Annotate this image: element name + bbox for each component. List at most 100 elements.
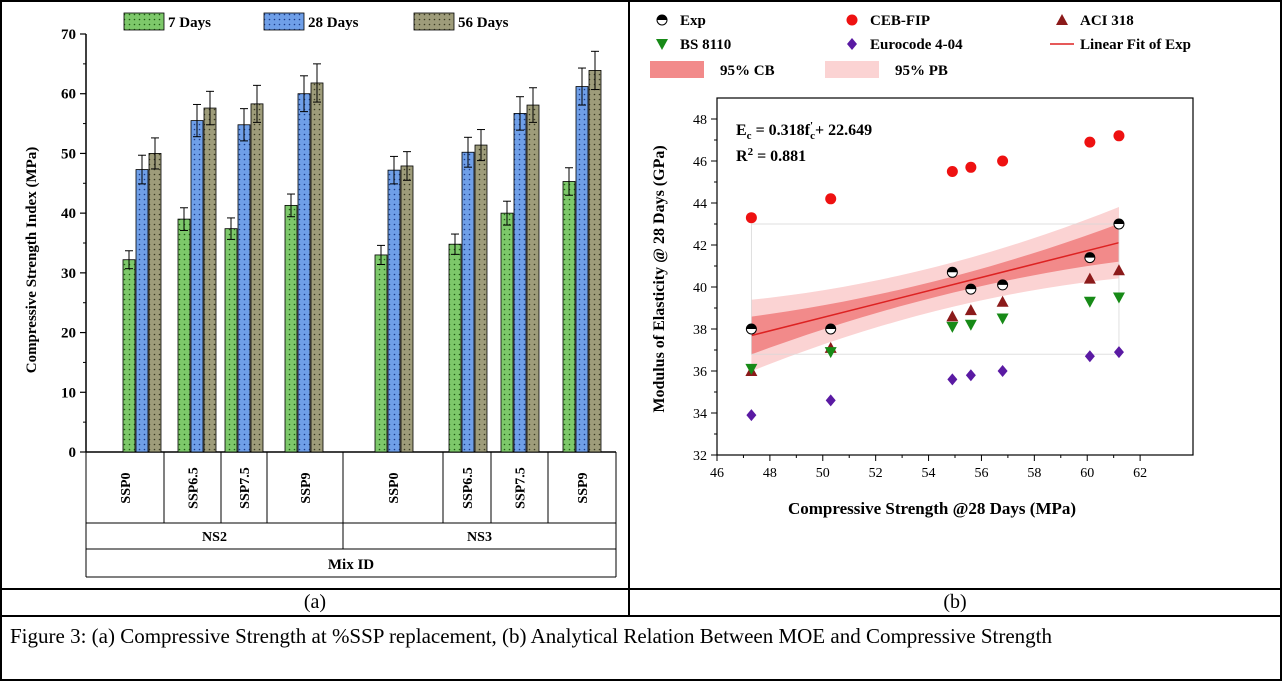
legend-marker-5 bbox=[847, 38, 857, 50]
point-4-4 bbox=[964, 319, 977, 331]
legend-label-3: ACI 318 bbox=[1080, 13, 1134, 29]
a-category-label: SSP9 bbox=[576, 472, 591, 503]
point-5-4 bbox=[965, 369, 976, 382]
b-x-tick-label: 46 bbox=[710, 466, 724, 481]
b-x-tick-label: 56 bbox=[974, 466, 988, 481]
b-x-tick-label: 54 bbox=[922, 466, 936, 481]
b-x-axis-label: Compressive Strength @28 Days (MPa) bbox=[788, 499, 1076, 518]
bar-1-5 bbox=[374, 254, 388, 453]
bar-3-1 bbox=[148, 153, 162, 453]
bar-2-4 bbox=[297, 93, 311, 453]
legend-label-2: 28 Days bbox=[308, 15, 359, 31]
point-2-3 bbox=[946, 166, 958, 177]
point-2-5 bbox=[997, 155, 1009, 167]
a-category-label: SSP6.5 bbox=[187, 467, 202, 509]
bar-2-8 bbox=[575, 86, 589, 453]
b-y-tick-label: 42 bbox=[693, 239, 707, 254]
bar-3-2 bbox=[203, 107, 217, 453]
a-group-label: NS2 bbox=[202, 530, 227, 545]
b-y-tick-label: 34 bbox=[693, 407, 707, 422]
bar-1-6 bbox=[448, 243, 462, 453]
a-x-axis-label: Mix ID bbox=[328, 557, 374, 573]
point-1-3-half bbox=[947, 267, 958, 273]
point-2-6 bbox=[1084, 136, 1096, 148]
b-x-tick-label: 50 bbox=[816, 466, 830, 481]
bar-2-5 bbox=[387, 169, 401, 453]
data-range-box bbox=[750, 223, 1120, 355]
point-1-5-half bbox=[997, 279, 1008, 285]
b-x-tick-label: 60 bbox=[1080, 466, 1094, 481]
a-category-label: SSP0 bbox=[387, 472, 402, 503]
bar-1-1 bbox=[122, 259, 136, 453]
point-1-6-half bbox=[1084, 252, 1095, 258]
a-y-tick-label: 20 bbox=[61, 326, 76, 342]
legend-label-3: 56 Days bbox=[458, 15, 509, 31]
legend-label-2: CEB-FIP bbox=[870, 13, 930, 29]
b-y-tick-label: 44 bbox=[693, 197, 707, 212]
a-y-tick-label: 50 bbox=[61, 146, 76, 162]
bar-2-3 bbox=[237, 124, 251, 453]
a-category-label: SSP7.5 bbox=[514, 467, 529, 509]
a-y-tick-label: 30 bbox=[61, 266, 76, 282]
a-y-axis-label: Compressive Strength Index (MPa) bbox=[24, 147, 40, 374]
legend-label-4: BS 8110 bbox=[680, 37, 731, 53]
a-y-tick-label: 40 bbox=[61, 206, 76, 222]
point-2-2 bbox=[825, 193, 837, 205]
bar-2-2 bbox=[190, 120, 204, 453]
fit-equation: Ec = 0.318f' c+ 22.649 bbox=[736, 120, 872, 142]
a-category-label: SSP0 bbox=[119, 472, 134, 503]
b-x-tick-label: 48 bbox=[763, 466, 777, 481]
point-4-2 bbox=[824, 347, 837, 359]
point-3-3 bbox=[946, 310, 959, 322]
legend-marker-2 bbox=[846, 14, 858, 26]
b-x-tick-label: 62 bbox=[1133, 466, 1147, 481]
point-3-7 bbox=[1112, 264, 1125, 276]
point-5-3 bbox=[947, 373, 958, 386]
legend-swatch-3 bbox=[413, 12, 455, 31]
point-3-6 bbox=[1083, 272, 1096, 284]
b-x-tick-label: 52 bbox=[869, 466, 883, 481]
point-1-4-half bbox=[965, 284, 976, 290]
point-4-1 bbox=[745, 363, 758, 375]
bar-3-6 bbox=[474, 144, 488, 453]
a-y-tick-label: 70 bbox=[61, 27, 76, 43]
b-x-tick-label: 58 bbox=[1027, 466, 1041, 481]
point-1-1-half bbox=[746, 324, 757, 329]
fit-r-squared: R2 = 0.881 bbox=[736, 146, 806, 165]
bar-1-3 bbox=[224, 228, 238, 453]
legend-swatch-1 bbox=[123, 12, 165, 31]
legend-label-1: Exp bbox=[680, 13, 706, 29]
point-2-1 bbox=[745, 212, 757, 224]
moe-scatter-chart: Exp CEB-FIP ACI 318 BS 8110 Eurocode 4-04 Lin… bbox=[650, 13, 1194, 518]
legend-label-5: Eurocode 4-04 bbox=[870, 37, 963, 53]
bar-3-4 bbox=[310, 82, 324, 453]
b-y-axis-label: Modulus of Elasticity @ 28 Days (GPa) bbox=[651, 145, 668, 412]
a-category-label: SSP9 bbox=[299, 472, 314, 503]
bar-3-7 bbox=[526, 104, 540, 453]
a-group-label: NS3 bbox=[467, 530, 492, 545]
b-y-tick-label: 40 bbox=[693, 281, 707, 296]
point-5-5 bbox=[997, 365, 1008, 377]
b-y-tick-label: 32 bbox=[693, 449, 707, 464]
b-y-tick-label: 46 bbox=[693, 155, 707, 170]
a-y-tick-label: 10 bbox=[61, 385, 76, 401]
legend-marker-3 bbox=[1056, 14, 1068, 25]
a-category-label: SSP7.5 bbox=[238, 467, 253, 509]
legend-marker-1-half bbox=[657, 15, 667, 20]
figure-caption: Figure 3: (a) Compressive Strength at %S… bbox=[10, 624, 1053, 648]
point-5-7 bbox=[1113, 346, 1124, 359]
point-4-3 bbox=[946, 321, 959, 333]
bar-1-8 bbox=[562, 181, 576, 453]
point-4-5 bbox=[996, 313, 1009, 325]
legend-label-1: 7 Days bbox=[168, 15, 211, 31]
a-category-label: SSP6.5 bbox=[461, 467, 476, 509]
legend-label-fit: Linear Fit of Exp bbox=[1080, 37, 1191, 53]
bar-1-2 bbox=[177, 218, 191, 453]
bar-3-8 bbox=[588, 70, 602, 453]
bar-1-4 bbox=[284, 204, 298, 453]
bar-1-7 bbox=[500, 212, 514, 453]
point-5-2 bbox=[825, 394, 836, 407]
a-y-tick-label: 60 bbox=[61, 87, 76, 103]
legend-marker-4 bbox=[656, 39, 668, 50]
